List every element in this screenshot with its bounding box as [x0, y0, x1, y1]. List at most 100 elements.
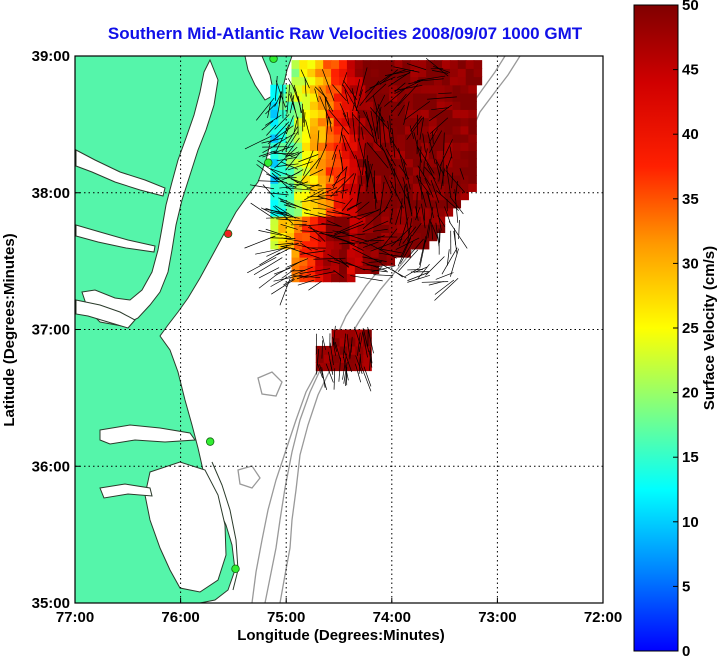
- velocity-cell: [309, 183, 319, 192]
- velocity-vector: [305, 119, 311, 139]
- velocity-vector: [449, 196, 464, 215]
- velocity-vector: [404, 201, 409, 234]
- velocity-vector: [319, 86, 334, 112]
- velocity-cell: [323, 68, 332, 78]
- velocity-vector: [352, 248, 382, 264]
- velocity-vector: [309, 235, 321, 242]
- velocity-cell: [362, 68, 372, 78]
- velocity-vector: [379, 116, 381, 148]
- velocity-cell: [346, 68, 356, 78]
- velocity-vector: [366, 264, 383, 268]
- velocity-cell: [302, 207, 311, 217]
- velocity-vector: [267, 125, 294, 145]
- velocity-cell: [346, 273, 356, 283]
- velocity-vector: [409, 125, 415, 140]
- velocity-cell: [278, 109, 287, 119]
- velocity-cell: [294, 174, 303, 184]
- colorbar-tick-label: 0: [682, 643, 690, 659]
- velocity-vector: [419, 239, 426, 269]
- velocity-cell: [452, 158, 462, 168]
- velocity-cell: [389, 125, 398, 135]
- velocity-vector: [285, 151, 301, 171]
- velocity-cell: [331, 354, 341, 363]
- velocity-cell: [410, 76, 419, 86]
- velocity-cell: [457, 60, 467, 69]
- velocity-vector: [317, 363, 323, 379]
- velocity-vector: [258, 267, 280, 279]
- velocity-cell: [428, 207, 438, 217]
- grid: [75, 56, 603, 603]
- velocity-cell: [349, 158, 359, 168]
- velocity-vector: [441, 247, 458, 275]
- y-tick-label: 38:00: [32, 185, 70, 202]
- velocity-vector: [276, 247, 291, 256]
- velocity-cell: [373, 92, 382, 102]
- velocity-cell: [309, 92, 319, 102]
- velocity-vector: [365, 111, 376, 143]
- colorbar-tick-label: 10: [682, 514, 699, 531]
- velocity-cell: [444, 101, 454, 110]
- velocity-cell: [349, 84, 359, 94]
- velocity-cell: [373, 142, 382, 151]
- velocity-cell: [341, 150, 351, 160]
- velocity-vector: [406, 192, 412, 211]
- velocity-vector: [398, 148, 407, 180]
- velocity-cell: [405, 101, 414, 110]
- velocity-vector: [397, 104, 405, 117]
- velocity-cell: [325, 133, 335, 143]
- velocity-vector: [275, 205, 296, 219]
- velocity-cell: [278, 166, 287, 176]
- velocity-vector: [428, 128, 438, 144]
- velocity-cell: [346, 248, 356, 258]
- velocity-cell: [357, 199, 366, 209]
- velocity-cell: [302, 183, 311, 192]
- velocity-cell: [294, 84, 303, 94]
- velocity-vector: [276, 91, 283, 120]
- velocity-cell: [346, 265, 356, 275]
- velocity-vector: [393, 66, 420, 73]
- velocity-vector: [290, 150, 305, 158]
- velocity-cell: [365, 207, 374, 217]
- velocity-vector: [339, 103, 347, 118]
- velocity-cell: [405, 84, 414, 94]
- velocity-vector: [333, 259, 358, 268]
- velocity-cell: [449, 60, 459, 69]
- velocity-cell: [341, 232, 351, 242]
- velocity-cell: [307, 76, 316, 86]
- velocity-cell: [436, 191, 446, 201]
- velocity-cell: [362, 248, 372, 258]
- velocity-vector: [304, 189, 324, 201]
- velocity-vector: [352, 79, 361, 112]
- velocity-cell: [420, 224, 430, 234]
- velocity-cell: [357, 183, 366, 192]
- velocity-cell: [460, 191, 469, 201]
- velocity-cell: [457, 76, 467, 86]
- velocity-cell: [381, 117, 390, 127]
- velocity-cell: [315, 248, 324, 258]
- velocity-cell: [341, 84, 351, 94]
- velocity-vector: [364, 73, 392, 93]
- velocity-cell: [468, 133, 477, 143]
- velocity-vector: [430, 221, 439, 240]
- velocity-vector: [383, 150, 395, 177]
- velocity-cell: [452, 101, 462, 110]
- velocity-cell: [460, 142, 469, 151]
- velocity-vector: [397, 83, 419, 107]
- velocity-vector: [280, 246, 296, 250]
- y-tick-label: 35:00: [32, 595, 70, 612]
- velocity-cell: [270, 207, 279, 217]
- velocity-cell: [405, 191, 414, 201]
- velocity-cell: [405, 174, 414, 184]
- velocity-cell: [333, 92, 343, 102]
- velocity-vector: [339, 242, 358, 245]
- velocity-cell: [444, 133, 454, 143]
- velocity-cell: [452, 174, 462, 184]
- velocity-cell: [381, 125, 390, 135]
- velocity-vector: [327, 260, 340, 264]
- velocity-vector: [329, 358, 334, 375]
- isobath-shelf-loop: [237, 371, 283, 489]
- velocity-cell: [307, 248, 316, 258]
- velocity-cell: [441, 60, 451, 69]
- velocity-cell: [331, 273, 340, 283]
- velocity-vector: [281, 126, 298, 153]
